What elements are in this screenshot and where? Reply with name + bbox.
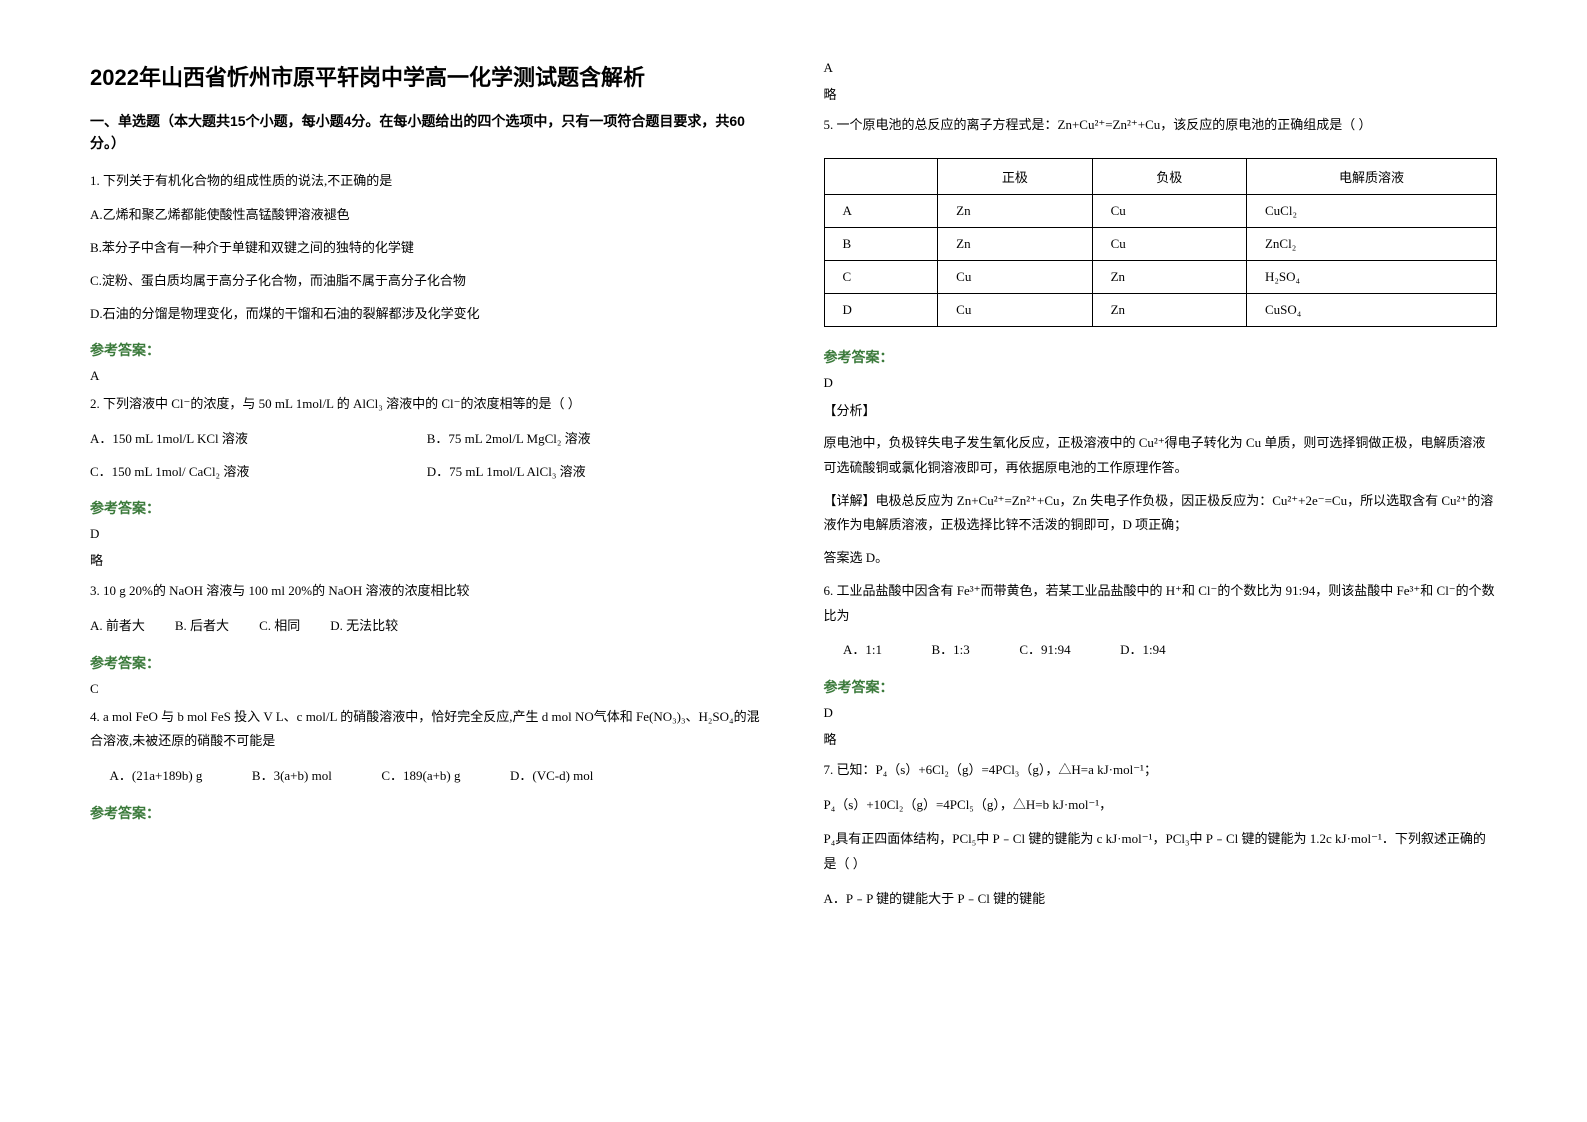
- q5-detail-heading: 【详解】: [824, 493, 876, 508]
- cell-c-pos: Cu: [938, 260, 1092, 293]
- cell-d-neg: Zn: [1092, 293, 1246, 326]
- q5-detail-body: 电极总反应为 Zn+Cu²⁺=Zn²⁺+Cu，Zn 失电子作负极，因正极反应为：…: [824, 493, 1494, 533]
- q1-stem: 1. 下列关于有机化合物的组成性质的说法,不正确的是: [90, 169, 764, 194]
- answer-heading-2: 参考答案：: [90, 498, 764, 518]
- q5-stem: 5. 一个原电池的总反应的离子方程式是：Zn+Cu²⁺=Zn²⁺+Cu，该反应的…: [824, 113, 1498, 138]
- q1-answer: A: [90, 368, 764, 384]
- q1-opt-c: C.淀粉、蛋白质均属于高分子化合物，而油脂不属于高分子化合物: [90, 269, 764, 294]
- table-row: A Zn Cu CuCl₂: [824, 194, 1497, 227]
- q6-stem: 6. 工业品盐酸中因含有 Fe³⁺而带黄色，若某工业品盐酸中的 H⁺和 Cl⁻的…: [824, 579, 1498, 628]
- q6-opt-c: C．91:94: [1000, 638, 1071, 663]
- table-row: D Cu Zn CuSO₄: [824, 293, 1497, 326]
- q7-stem3: P₄具有正四面体结构，PCl₅中 P﹣Cl 键的键能为 c kJ·mol⁻¹，P…: [824, 827, 1498, 876]
- q4-opt-d: D．(VC-d) mol: [491, 764, 594, 789]
- q6-opt-a: A．1:1: [824, 638, 883, 663]
- answer-heading-4: 参考答案：: [90, 803, 764, 823]
- cell-b-neg: Cu: [1092, 227, 1246, 260]
- q2-opt-a: A．150 mL 1mol/L KCl 溶液: [90, 427, 427, 452]
- th-electrolyte: 电解质溶液: [1246, 158, 1496, 194]
- q4-stem: 4. a mol FeO 与 b mol FeS 投入 V L、c mol/L …: [90, 705, 764, 754]
- cell-b-pos: Zn: [938, 227, 1092, 260]
- q5-table: 正极 负极 电解质溶液 A Zn Cu CuCl₂ B Zn Cu ZnCl₂ …: [824, 158, 1498, 327]
- q2-answer-note: 略: [90, 550, 764, 569]
- q2-options-row2: C．150 mL 1mol/ CaCl₂ 溶液 D．75 mL 1mol/L A…: [90, 460, 764, 485]
- cell-c-elec: H₂SO₄: [1246, 260, 1496, 293]
- table-row: C Cu Zn H₂SO₄: [824, 260, 1497, 293]
- q4-options: A．(21a+189b) g B．3(a+b) mol C．189(a+b) g…: [90, 764, 764, 789]
- cell-a-elec: CuCl₂: [1246, 194, 1496, 227]
- table-row: B Zn Cu ZnCl₂: [824, 227, 1497, 260]
- q5-answer: D: [824, 375, 1498, 391]
- answer-heading-3: 参考答案：: [90, 653, 764, 673]
- q1-opt-b: B.苯分子中含有一种介于单键和双键之间的独特的化学键: [90, 236, 764, 261]
- q3-opt-d: D. 无法比较: [330, 614, 398, 639]
- q4-answer: A: [824, 60, 1498, 76]
- q5-answer-line: 答案选 D。: [824, 546, 1498, 571]
- q3-options: A. 前者大 B. 后者大 C. 相同 D. 无法比较: [90, 614, 764, 639]
- q5-detail: 【详解】电极总反应为 Zn+Cu²⁺=Zn²⁺+Cu，Zn 失电子作负极，因正极…: [824, 489, 1498, 538]
- q1-opt-a: A.乙烯和聚乙烯都能使酸性高锰酸钾溶液褪色: [90, 203, 764, 228]
- q7-stem1: 7. 已知：P₄（s）+6Cl₂（g）=4PCl₃（g），△H=a kJ·mol…: [824, 758, 1498, 783]
- q5-analysis-heading: 【分析】: [824, 399, 1498, 424]
- cell-a-label: A: [824, 194, 938, 227]
- q3-stem: 3. 10 g 20%的 NaOH 溶液与 100 ml 20%的 NaOH 溶…: [90, 579, 764, 604]
- left-column: 2022年山西省忻州市原平轩岗中学高一化学测试题含解析 一、单选题（本大题共15…: [90, 60, 764, 1082]
- cell-b-label: B: [824, 227, 938, 260]
- th-positive: 正极: [938, 158, 1092, 194]
- cell-b-elec: ZnCl₂: [1246, 227, 1496, 260]
- q6-options: A．1:1 B．1:3 C．91:94 D．1:94: [824, 638, 1498, 663]
- q1-opt-d: D.石油的分馏是物理变化，而煤的干馏和石油的裂解都涉及化学变化: [90, 302, 764, 327]
- cell-d-label: D: [824, 293, 938, 326]
- cell-c-label: C: [824, 260, 938, 293]
- th-negative: 负极: [1092, 158, 1246, 194]
- q4-opt-a: A．(21a+189b) g: [90, 764, 202, 789]
- q3-opt-c: C. 相同: [259, 614, 300, 639]
- q2-opt-b: B．75 mL 2mol/L MgCl₂ 溶液: [427, 427, 764, 452]
- q4-opt-c: C．189(a+b) g: [362, 764, 461, 789]
- q2-stem: 2. 下列溶液中 Cl⁻的浓度，与 50 mL 1mol/L 的 AlCl₃ 溶…: [90, 392, 764, 417]
- cell-a-pos: Zn: [938, 194, 1092, 227]
- q2-answer: D: [90, 526, 764, 542]
- q2-opt-d: D．75 mL 1mol/L AlCl₃ 溶液: [427, 460, 764, 485]
- q2-opt-c: C．150 mL 1mol/ CaCl₂ 溶液: [90, 460, 427, 485]
- q3-opt-b: B. 后者大: [175, 614, 229, 639]
- table-header-row: 正极 负极 电解质溶液: [824, 158, 1497, 194]
- q4-opt-b: B．3(a+b) mol: [232, 764, 331, 789]
- q7-opt-a: A．P﹣P 键的键能大于 P﹣Cl 键的键能: [824, 887, 1498, 912]
- q7-stem2: P₄（s）+10Cl₂（g）=4PCl₅（g），△H=b kJ·mol⁻¹，: [824, 793, 1498, 818]
- q3-opt-a: A. 前者大: [90, 614, 145, 639]
- page-title: 2022年山西省忻州市原平轩岗中学高一化学测试题含解析: [90, 60, 764, 92]
- right-column: A 略 5. 一个原电池的总反应的离子方程式是：Zn+Cu²⁺=Zn²⁺+Cu，…: [824, 60, 1498, 1082]
- q6-opt-d: D．1:94: [1101, 638, 1166, 663]
- q6-answer-note: 略: [824, 729, 1498, 748]
- th-blank: [824, 158, 938, 194]
- section-1-header: 一、单选题（本大题共15个小题，每小题4分。在每小题给出的四个选项中，只有一项符…: [90, 110, 764, 155]
- answer-heading-6: 参考答案：: [824, 677, 1498, 697]
- q3-answer: C: [90, 681, 764, 697]
- cell-a-neg: Cu: [1092, 194, 1246, 227]
- q2-options-row1: A．150 mL 1mol/L KCl 溶液 B．75 mL 2mol/L Mg…: [90, 427, 764, 452]
- cell-d-pos: Cu: [938, 293, 1092, 326]
- q6-answer: D: [824, 705, 1498, 721]
- cell-d-elec: CuSO₄: [1246, 293, 1496, 326]
- answer-heading-1: 参考答案：: [90, 340, 764, 360]
- cell-c-neg: Zn: [1092, 260, 1246, 293]
- answer-heading-5: 参考答案：: [824, 347, 1498, 367]
- q4-answer-note: 略: [824, 84, 1498, 103]
- q5-analysis-body: 原电池中，负极锌失电子发生氧化反应，正极溶液中的 Cu²⁺得电子转化为 Cu 单…: [824, 431, 1498, 480]
- q6-opt-b: B．1:3: [912, 638, 970, 663]
